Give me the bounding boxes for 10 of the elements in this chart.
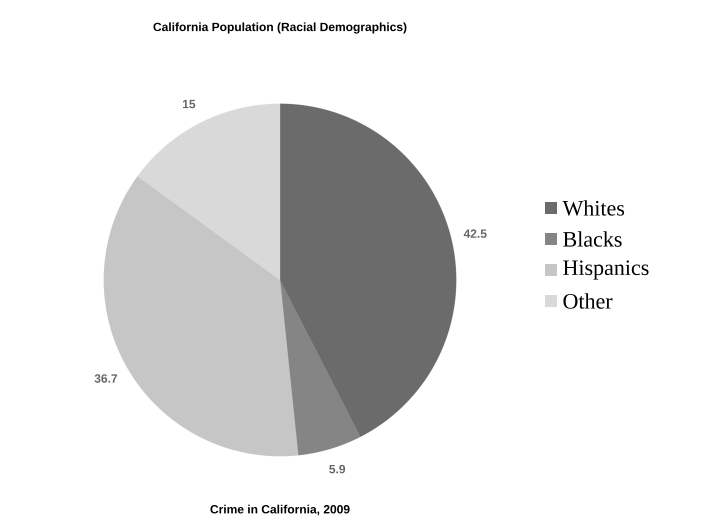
legend-label: Blacks <box>563 231 622 247</box>
text: Crime in California, 2009 <box>210 504 350 516</box>
legend-label: Whites <box>562 200 624 216</box>
legend-label: Other <box>563 293 612 309</box>
data-label: 15 <box>182 100 196 108</box>
data-label: 5.9 <box>329 464 346 474</box>
legend-label: Hispanics <box>563 260 649 280</box>
chart-title: California Population (Racial Demographics) <box>153 22 406 34</box>
data-label: 36.7 <box>94 374 118 383</box>
data-label: 42.5 <box>464 229 487 238</box>
